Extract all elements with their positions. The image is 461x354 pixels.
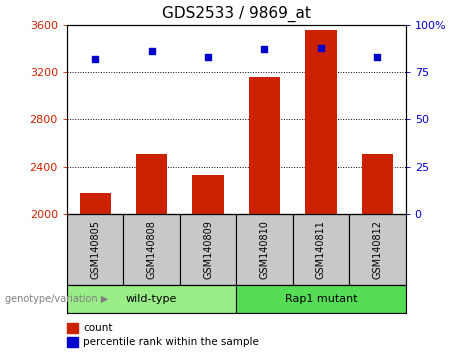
Point (317, 45, 325, 50)
Text: GSM140808: GSM140808 (147, 220, 157, 279)
Text: Rap1 mutant: Rap1 mutant (284, 294, 357, 304)
Point (204, 54, 212, 60)
Bar (362, 154, 393, 214)
Text: GSM140809: GSM140809 (203, 220, 213, 279)
Point (261, 47, 268, 52)
Text: count: count (83, 323, 112, 333)
Text: genotype/variation ▶: genotype/variation ▶ (5, 294, 108, 304)
Point (374, 54, 381, 60)
Text: percentile rank within the sample: percentile rank within the sample (83, 337, 259, 347)
Text: GSM140805: GSM140805 (90, 220, 100, 279)
Bar (193, 175, 224, 214)
Bar (293, 214, 349, 285)
Bar (67, 214, 123, 285)
Title: GDS2533 / 9869_at: GDS2533 / 9869_at (162, 6, 311, 22)
Bar (349, 214, 406, 285)
Bar (123, 214, 180, 285)
Point (148, 48, 155, 54)
Bar (80, 193, 111, 214)
Bar (180, 214, 236, 285)
Text: GSM140812: GSM140812 (372, 220, 383, 279)
Text: GSM140811: GSM140811 (316, 220, 326, 279)
Text: wild-type: wild-type (126, 294, 177, 304)
Bar (306, 29, 337, 214)
Bar (249, 77, 280, 214)
Bar (67, 285, 236, 313)
Point (91, 56, 99, 62)
Bar (136, 154, 167, 214)
Bar (236, 285, 406, 313)
Text: GSM140810: GSM140810 (260, 220, 270, 279)
Bar (236, 214, 293, 285)
